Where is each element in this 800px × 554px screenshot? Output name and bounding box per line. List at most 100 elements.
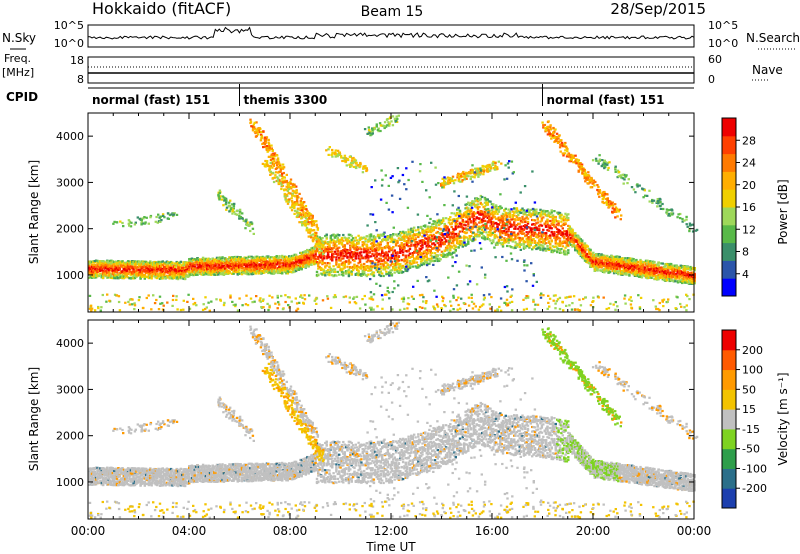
- power-cell: [126, 260, 130, 263]
- power-cell: [201, 267, 205, 270]
- power-cell: [204, 266, 208, 269]
- power-cell: [192, 264, 195, 268]
- power-cell: [403, 233, 406, 237]
- power-cell: [360, 254, 363, 257]
- power-cell: [125, 265, 128, 268]
- power-cell: [336, 249, 339, 253]
- power-cell: [517, 232, 520, 235]
- power-cell: [578, 248, 581, 251]
- power-cell: [224, 267, 227, 270]
- power-cell: [117, 277, 120, 280]
- power-cell: [219, 270, 223, 273]
- power-cell: [179, 260, 183, 263]
- power-cell: [431, 255, 434, 258]
- power-cell: [449, 252, 452, 255]
- power-cell: [417, 256, 420, 259]
- power-cell: [267, 264, 270, 267]
- power-cell: [265, 260, 269, 263]
- power-cell: [135, 267, 138, 270]
- power-cell: [379, 246, 382, 249]
- power-cell: [115, 262, 119, 265]
- power-cell: [250, 261, 253, 264]
- power-cell: [485, 202, 488, 205]
- power-cell: [439, 241, 442, 244]
- power-cell: [143, 262, 146, 265]
- power-cell: [353, 239, 356, 242]
- power-cell: [467, 242, 470, 245]
- power-cell: [531, 239, 534, 242]
- power-cell: [458, 211, 462, 214]
- power-cell: [288, 266, 291, 270]
- power-cell: [472, 203, 476, 206]
- power-cell: [331, 254, 334, 257]
- power-cell: [97, 262, 101, 265]
- power-cell: [504, 218, 507, 221]
- power-cell: [182, 261, 185, 264]
- power-cell: [456, 218, 459, 221]
- power-cell: [425, 230, 428, 234]
- power-cell: [249, 261, 252, 264]
- power-cell: [329, 240, 332, 243]
- power-cell: [449, 245, 452, 248]
- power-cell: [224, 266, 227, 269]
- power-cell: [289, 267, 292, 270]
- noise-tick-low-left: 10^0: [54, 37, 84, 50]
- power-cell: [251, 271, 255, 275]
- power-cell: [481, 221, 484, 224]
- power-cell: [274, 260, 277, 263]
- power-cell: [556, 220, 559, 223]
- power-cell: [439, 258, 442, 261]
- power-cell: [432, 233, 435, 236]
- power-cell: [135, 273, 138, 277]
- power-cell: [406, 259, 409, 262]
- power-cell: [426, 227, 430, 230]
- power-cell: [275, 263, 278, 266]
- power-cell: [208, 269, 212, 272]
- power-cell: [478, 234, 481, 237]
- power-cell: [553, 234, 556, 237]
- power-cell: [468, 202, 471, 205]
- power-cell: [297, 268, 301, 271]
- power-cell: [436, 230, 439, 234]
- power-cell: [282, 263, 285, 266]
- power-cell: [408, 232, 412, 235]
- power-cell: [301, 261, 305, 264]
- power-cell: [272, 267, 276, 270]
- power-cell: [279, 262, 282, 265]
- power-cell: [282, 266, 285, 269]
- power-cell: [568, 225, 571, 228]
- power-cell: [543, 247, 546, 250]
- power-cell: [114, 260, 117, 263]
- power-cell: [119, 261, 123, 264]
- power-cell: [174, 273, 177, 276]
- power-cell: [428, 262, 431, 265]
- power-cell: [113, 271, 116, 274]
- power-cell: [325, 248, 328, 251]
- power-cell: [176, 270, 180, 273]
- power-cell: [429, 226, 432, 229]
- power-cell: [343, 255, 346, 258]
- power-cell: [299, 255, 302, 258]
- power-cell: [99, 269, 102, 272]
- power-cell: [372, 236, 376, 239]
- power-cell: [367, 238, 370, 241]
- power-cell: [564, 241, 567, 244]
- power-cell: [443, 237, 446, 240]
- power-cell: [529, 208, 532, 211]
- power-cell: [489, 234, 492, 237]
- power-cell: [393, 254, 396, 258]
- power-cell: [435, 245, 438, 249]
- power-cell: [422, 229, 426, 232]
- noise-tick-high-left: 10^5: [54, 19, 84, 32]
- power-cell: [353, 259, 356, 263]
- power-cell: [99, 260, 102, 263]
- power-cell: [418, 265, 421, 268]
- power-cell: [467, 218, 470, 221]
- power-cell: [176, 263, 180, 266]
- power-cell: [346, 237, 349, 240]
- power-cell: [192, 274, 195, 277]
- power-cell: [365, 252, 369, 255]
- power-cell: [183, 263, 187, 266]
- power-cell: [357, 247, 360, 250]
- power-cell: [196, 273, 199, 276]
